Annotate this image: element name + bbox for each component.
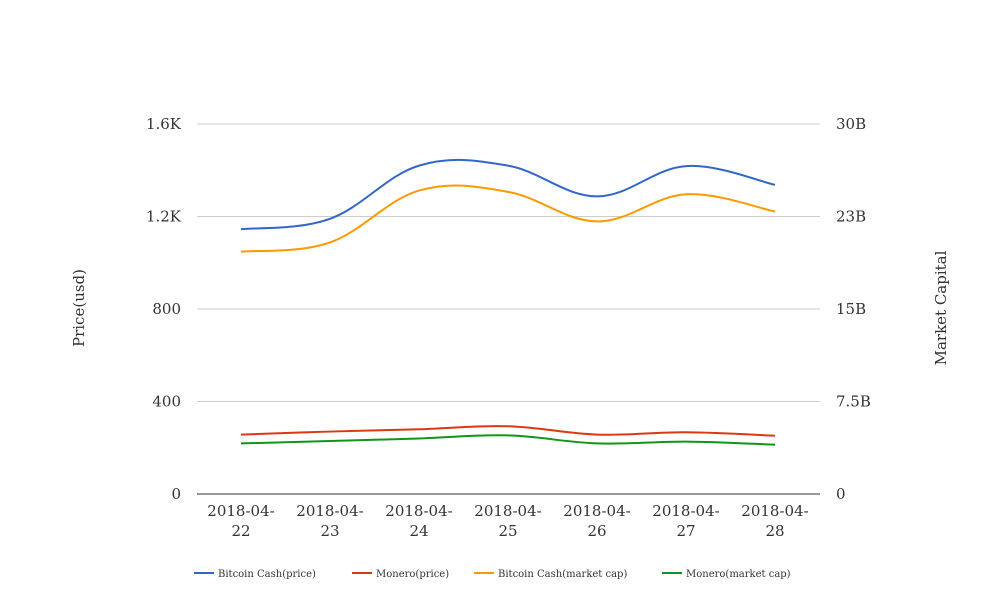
x-tick-label: 2018-04-24 [385, 502, 452, 540]
x-tick-label: 2018-04-23 [296, 502, 363, 540]
x-tick-label: 2018-04-27 [652, 502, 719, 540]
legend-label: Monero(market cap) [686, 569, 791, 580]
x-tick-label: 2018-04-22 [207, 502, 274, 540]
legend-item: Bitcoin Cash(market cap) [474, 569, 627, 580]
gridlines [197, 123, 820, 495]
left-y-tick-label: 1.6K [146, 115, 182, 133]
right-y-tick-label: 15B [836, 300, 866, 318]
left-y-tick-label: 400 [152, 393, 181, 411]
legend: Bitcoin Cash(price) Monero(price) Bitcoin … [194, 569, 791, 580]
legend-label: Bitcoin Cash(price) [218, 569, 316, 580]
right-y-tick-label: 0 [836, 485, 846, 503]
legend-label: Monero(price) [376, 569, 449, 580]
x-tick-label: 2018-04-28 [741, 502, 808, 540]
right-y-tick-label: 30B [836, 115, 866, 133]
x-axis: 2018-04-22 2018-04-23 2018-04-24 2018-04-25… [207, 502, 808, 540]
left-axis-title: Price(usd) [70, 269, 88, 347]
series-line-3 [240, 184, 776, 253]
series-line-4 [240, 434, 776, 446]
right-y-axis: 0 7.5B 15B 23B 30B [836, 115, 871, 503]
left-y-tick-label: 1.2K [146, 208, 182, 226]
plot-area [240, 158, 776, 446]
left-y-tick-label: 800 [152, 300, 181, 318]
left-y-tick-label: 0 [171, 485, 181, 503]
right-y-tick-label: 7.5B [836, 393, 871, 411]
legend-item: Bitcoin Cash(price) [194, 569, 316, 580]
right-y-tick-label: 23B [836, 208, 866, 226]
legend-item: Monero(market cap) [662, 569, 791, 580]
x-tick-label: 2018-04-25 [474, 502, 541, 540]
right-axis-title: Market Capital [932, 250, 950, 365]
x-tick-label: 2018-04-26 [563, 502, 630, 540]
series-line-1 [240, 158, 776, 231]
left-y-axis: 0 400 800 1.2K 1.6K [146, 115, 182, 503]
series-line-2 [240, 425, 776, 437]
legend-item: Monero(price) [352, 569, 449, 580]
legend-label: Bitcoin Cash(market cap) [498, 569, 627, 580]
